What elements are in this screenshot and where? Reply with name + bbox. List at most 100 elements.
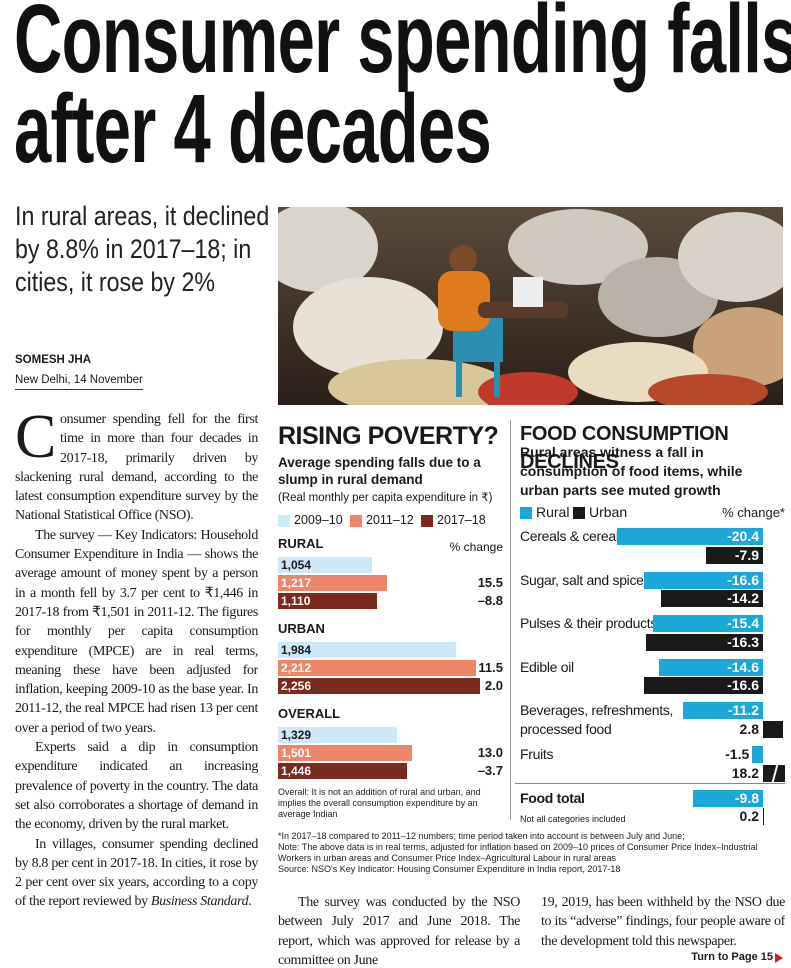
separator [515, 782, 785, 784]
group-label: RURAL [278, 536, 324, 551]
jump-link: Turn to Page 15 [687, 951, 773, 963]
photo [278, 207, 783, 405]
chart-note: Overall: It is not an addition of rural … [278, 787, 481, 819]
value-label: -16.6 [727, 677, 759, 694]
bar [652, 615, 763, 633]
legend-label: 2009–10 [294, 513, 343, 527]
bar [278, 593, 378, 609]
bar [692, 789, 763, 807]
change-label: –8.8 [477, 593, 503, 608]
change-label: –3.7 [477, 763, 503, 778]
value-label: -14.2 [727, 590, 759, 607]
legend-label: 2011–12 [366, 513, 414, 527]
dateline: New Delhi, 14 November [15, 374, 143, 390]
text: . [248, 894, 252, 910]
legend-swatch [421, 515, 433, 527]
chart-subtitle: Rural areas witness a fall in consumptio… [520, 444, 743, 498]
value-label: 18.2 [731, 764, 759, 781]
chart-subtitle: Average spending falls due to a slump in… [278, 455, 481, 487]
value-label: 1,501 [281, 746, 312, 760]
change-label: 11.5 [478, 660, 503, 675]
change-label: 15.5 [477, 575, 503, 590]
chart-title: RISING POVERTY? [278, 422, 499, 450]
value-label: -16.3 [727, 633, 759, 650]
bar [646, 633, 763, 651]
value-label: -7.9 [734, 546, 759, 563]
bar [644, 677, 763, 695]
bar [682, 702, 763, 720]
footnote: Note: The above data is in real terms, a… [278, 842, 758, 863]
value-label: 0.2 [739, 808, 759, 825]
paragraph: The survey was conducted by the NSO betw… [278, 895, 520, 966]
bar [278, 575, 387, 591]
bar [278, 678, 480, 694]
legend-swatch [278, 515, 290, 527]
value-label: 1,054 [281, 558, 312, 572]
paragraph: 19, 2019, has been withheld by the NSO d… [541, 895, 785, 949]
footnote: *In 2017–18 compared to 2011–12 numbers;… [278, 831, 685, 841]
group-label: OVERALL [278, 706, 341, 721]
paragraph: Consumer spending fell for the first tim… [15, 410, 258, 524]
legend-swatch [573, 507, 585, 519]
byline: SOMESH JHA [15, 354, 92, 366]
value-label: -20.4 [727, 528, 759, 544]
chart-note: Not all categories included [520, 814, 626, 824]
footnote: Source: NSO's Key Indicator: Housing Con… [278, 864, 621, 874]
body-column-1: Consumer spending fell for the first tim… [15, 410, 258, 962]
chart-title: FOOD CONSUMPTION DECLINES [520, 423, 729, 473]
legend-swatch [520, 507, 532, 519]
legend-label: Rural [536, 504, 570, 520]
category-label: Fruits [520, 746, 554, 762]
bar [278, 557, 373, 573]
group-label: URBAN [278, 621, 325, 636]
paragraph: In villages, consumer spending declined … [15, 835, 258, 912]
category-label: Food total [520, 789, 585, 806]
value-label: -11.2 [727, 702, 759, 719]
value-label: 2,256 [281, 679, 312, 693]
value-label: -1.5 [725, 746, 750, 762]
headline: Consumer spending falls after 4 decades [14, 0, 791, 183]
value-label: 2.8 [739, 720, 759, 737]
bar [278, 642, 456, 658]
bar [617, 528, 763, 545]
category-label: Pulses & their products [520, 615, 658, 632]
bar [763, 808, 765, 826]
body-column-2: The survey was conducted by the NSO betw… [278, 893, 520, 966]
category-label: Sugar, salt and spices [520, 571, 651, 588]
legend-swatch [350, 515, 362, 527]
text: In villages, consumer spending declined … [15, 836, 258, 910]
value-label: 1,446 [281, 764, 312, 778]
unit-note: (Real monthly per capita expenditure in … [278, 492, 493, 504]
bar [278, 727, 397, 743]
change-label: 13.0 [477, 745, 503, 760]
value-label: 1,984 [281, 643, 312, 657]
value-label: -16.6 [727, 571, 759, 588]
value-label: 1,217 [281, 576, 312, 590]
bar [658, 658, 763, 676]
bar [661, 590, 763, 608]
paragraph: The survey — Key Indicators: Household C… [15, 527, 258, 736]
bar [706, 546, 763, 564]
change-header: % change [449, 540, 503, 554]
bar [644, 571, 763, 589]
value-label: -9.8 [734, 789, 759, 806]
legend-label: 2017–18 [437, 513, 486, 527]
category-label: Edible oil [520, 658, 574, 675]
subheadline: In rural areas, it declined by 8.8% in 2… [15, 201, 270, 297]
paragraph: Experts said a dip in consumption expend… [15, 740, 258, 833]
category-label: Beverages, refreshments, processed food [520, 702, 674, 738]
legend-label: Urban [589, 504, 628, 520]
value-label: 2,212 [281, 661, 312, 675]
bar [278, 763, 408, 779]
arrow-icon [775, 953, 783, 963]
value-label: -14.6 [727, 658, 759, 675]
bar [763, 720, 784, 738]
value-label: 1,110 [281, 594, 311, 608]
body-column-3: 19, 2019, has been withheld by the NSO d… [541, 893, 785, 966]
bar [752, 746, 763, 763]
footnotes: *In 2017–18 compared to 2011–12 numbers;… [278, 831, 785, 875]
publication: Business Standard [150, 894, 249, 910]
divider [510, 420, 511, 820]
change-label: 2.0 [484, 678, 503, 693]
